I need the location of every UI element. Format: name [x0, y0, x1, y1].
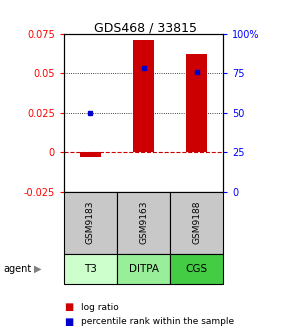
- Text: CGS: CGS: [186, 264, 208, 274]
- Bar: [80, 152, 101, 157]
- Text: T3: T3: [84, 264, 97, 274]
- Text: percentile rank within the sample: percentile rank within the sample: [81, 318, 234, 326]
- Bar: [117, 254, 170, 284]
- Text: GSM9188: GSM9188: [192, 201, 201, 244]
- Bar: [170, 254, 223, 284]
- Bar: [170, 192, 223, 254]
- Bar: [133, 40, 154, 152]
- Text: ▶: ▶: [34, 264, 41, 274]
- Text: GSM9163: GSM9163: [139, 201, 148, 244]
- Text: GSM9183: GSM9183: [86, 201, 95, 244]
- Text: ■: ■: [64, 317, 73, 327]
- Bar: [64, 254, 117, 284]
- Text: GDS468 / 33815: GDS468 / 33815: [93, 22, 197, 35]
- Text: DITPA: DITPA: [128, 264, 159, 274]
- Text: agent: agent: [3, 264, 31, 274]
- Text: ■: ■: [64, 302, 73, 312]
- Bar: [64, 192, 117, 254]
- Bar: [186, 54, 207, 152]
- Bar: [117, 192, 170, 254]
- Text: log ratio: log ratio: [81, 303, 119, 312]
